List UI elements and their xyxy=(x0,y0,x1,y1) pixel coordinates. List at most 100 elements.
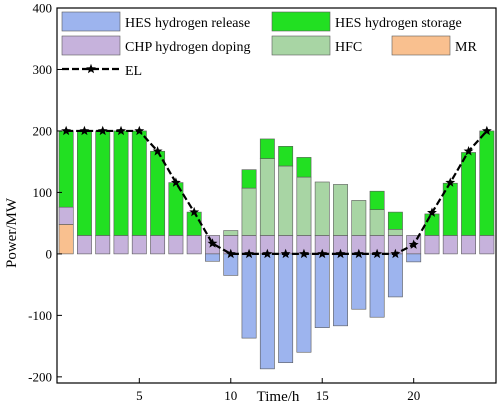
bar-chp-hydrogen-doping xyxy=(113,235,129,255)
bar-hes-hydrogen-storage xyxy=(150,150,166,236)
marker-el xyxy=(61,125,72,136)
marker-el xyxy=(262,248,273,259)
bar-hfc xyxy=(369,209,385,236)
bar-hfc xyxy=(278,165,294,236)
marker-el xyxy=(225,248,236,259)
marker-el xyxy=(116,125,126,136)
marker-el xyxy=(408,239,419,249)
bar-hes-hydrogen-release xyxy=(296,253,312,353)
bar-hes-hydrogen-storage xyxy=(77,130,92,236)
bar-chp-hydrogen-doping xyxy=(95,235,111,255)
y-axis-title: Power/MW xyxy=(4,197,20,268)
bar-hes-hydrogen-release xyxy=(369,253,385,318)
y-tick-label: 100 xyxy=(33,185,53,200)
legend-swatch xyxy=(271,11,331,32)
bar-chp-hydrogen-doping xyxy=(186,235,202,255)
bar-hes-hydrogen-release xyxy=(314,253,330,328)
bar-hes-hydrogen-storage xyxy=(186,211,202,236)
bar-chp-hydrogen-doping xyxy=(461,235,476,255)
bars-layer xyxy=(58,130,495,370)
bar-hes-hydrogen-release xyxy=(351,253,367,310)
bar-hes-hydrogen-release xyxy=(406,253,422,263)
bar-chp-hydrogen-doping xyxy=(168,235,184,255)
y-tick-label: 400 xyxy=(33,1,53,16)
bar-hes-hydrogen-storage xyxy=(369,190,385,210)
bar-hes-hydrogen-storage xyxy=(95,130,111,236)
legend-item: HFC xyxy=(271,35,362,56)
bar-hfc xyxy=(223,230,239,236)
bar-hes-hydrogen-release xyxy=(387,253,403,298)
marker-el xyxy=(134,125,145,136)
x-tick-label: 10 xyxy=(224,388,237,403)
x-axis-title: Time/h xyxy=(257,389,300,405)
bar-hfc xyxy=(241,187,257,236)
bar-chp-hydrogen-doping xyxy=(150,235,166,255)
legend-item: CHP hydrogen doping xyxy=(61,35,250,56)
marker-el xyxy=(427,207,437,217)
marker-el xyxy=(481,125,492,136)
legend-item: HES hydrogen release xyxy=(61,11,250,32)
legend-swatch xyxy=(61,11,121,32)
marker-el xyxy=(372,248,383,259)
marker-el xyxy=(244,248,255,259)
bar-hes-hydrogen-release xyxy=(278,253,294,364)
y-tick-label: 300 xyxy=(33,62,53,77)
bar-hes-hydrogen-release xyxy=(223,253,239,276)
legend-swatch xyxy=(391,35,451,56)
bar-hes-hydrogen-storage xyxy=(113,130,129,236)
marker-el xyxy=(97,125,108,136)
bar-chp-hydrogen-doping xyxy=(131,235,147,255)
bar-hes-hydrogen-storage xyxy=(461,152,476,236)
line-el xyxy=(66,129,488,255)
bar-hes-hydrogen-storage xyxy=(241,169,257,189)
y-tick-label: -200 xyxy=(28,369,52,384)
bar-hes-hydrogen-storage xyxy=(479,130,495,236)
bar-hfc xyxy=(351,200,367,236)
bar-hes-hydrogen-storage xyxy=(259,138,275,159)
bar-chp-hydrogen-doping xyxy=(58,206,74,225)
bar-hes-hydrogen-release xyxy=(333,253,348,327)
bar-chp-hydrogen-doping xyxy=(479,235,495,255)
x-tick-label: 5 xyxy=(136,388,143,403)
marker-el xyxy=(335,248,346,259)
bar-hes-hydrogen-release xyxy=(205,253,220,262)
marker-el xyxy=(207,238,218,248)
legend-swatch xyxy=(271,35,331,56)
bar-hfc xyxy=(259,158,275,236)
marker-el xyxy=(79,125,90,136)
legend-label: MR xyxy=(455,40,477,55)
legend-item: MR xyxy=(391,35,477,56)
legend-item: HES hydrogen storage xyxy=(271,11,462,32)
x-tick-label: 15 xyxy=(316,388,329,403)
bar-hes-hydrogen-storage xyxy=(387,211,403,230)
bar-hes-hydrogen-storage xyxy=(58,130,74,208)
marker-el xyxy=(353,248,364,259)
legend-marker xyxy=(86,63,96,74)
y-tick-label: 0 xyxy=(46,246,53,261)
legend-swatch xyxy=(61,35,121,56)
marker-el xyxy=(317,248,328,259)
bar-hes-hydrogen-release xyxy=(241,253,257,339)
bar-chp-hydrogen-doping xyxy=(442,235,458,255)
bar-chp-hydrogen-doping xyxy=(77,235,92,255)
y-tick-label: 200 xyxy=(33,123,53,138)
marker-el xyxy=(298,248,309,259)
marker-el xyxy=(463,146,474,156)
legend-label: HFC xyxy=(335,40,362,55)
plot-frame xyxy=(56,7,497,384)
legend-layer: HES hydrogen release HES hydrogen storage… xyxy=(61,11,477,79)
bar-hfc xyxy=(296,176,312,236)
marker-el xyxy=(152,146,163,156)
marker-el xyxy=(170,177,181,187)
bar-hes-hydrogen-storage xyxy=(278,146,294,167)
bar-hes-hydrogen-release xyxy=(259,253,275,370)
marker-el xyxy=(280,248,291,259)
legend-label: HES hydrogen release xyxy=(125,16,250,31)
bar-hes-hydrogen-storage xyxy=(296,157,312,178)
y-tick-label: -100 xyxy=(28,308,52,323)
axes-layer: 5 10 15 20 -200 -100 0 100 200 300 400 xyxy=(28,1,497,403)
marker-el xyxy=(445,177,456,187)
line-layer xyxy=(61,125,492,259)
bar-hes-hydrogen-storage xyxy=(131,130,147,236)
